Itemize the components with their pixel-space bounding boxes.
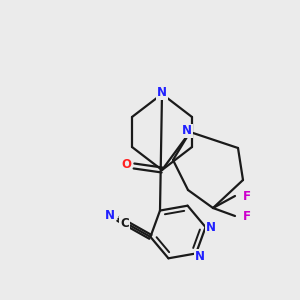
Text: N: N [157,86,167,100]
Text: N: N [206,220,216,234]
Text: C: C [120,218,129,230]
Text: O: O [121,158,131,172]
Text: N: N [195,250,205,263]
Text: F: F [243,190,251,202]
Text: F: F [243,209,251,223]
Text: N: N [104,209,114,222]
Text: N: N [182,124,192,137]
